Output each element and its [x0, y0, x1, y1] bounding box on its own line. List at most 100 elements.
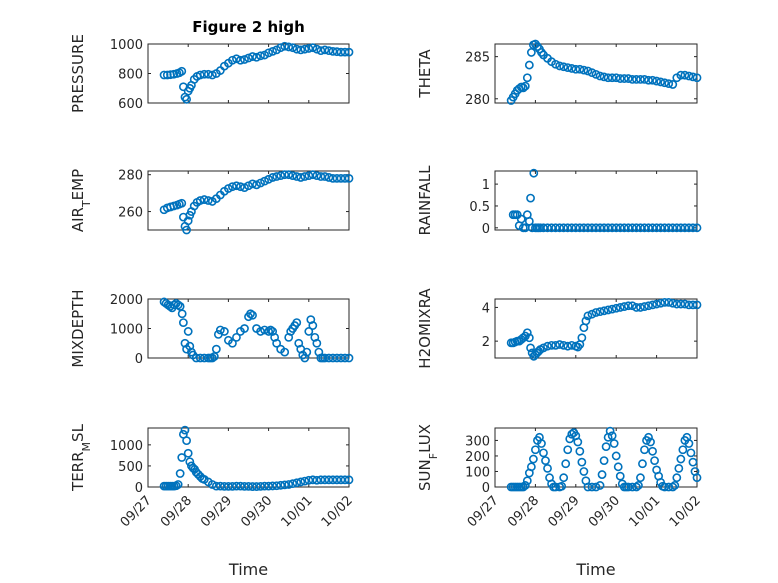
- data-point: [268, 46, 278, 56]
- y-axis-label: AIRTEMP: [69, 169, 93, 232]
- data-point: [228, 481, 237, 491]
- data-point: [597, 470, 607, 479]
- data-point: [640, 445, 649, 455]
- data-point: [670, 481, 680, 490]
- data-point: [518, 482, 528, 492]
- data-point: [276, 43, 286, 53]
- data-point: [543, 341, 552, 351]
- y-tick-label: 2: [482, 335, 490, 350]
- data-point: [605, 426, 615, 436]
- data-point: [688, 223, 698, 233]
- data-point: [288, 479, 298, 489]
- data-point: [264, 327, 273, 336]
- data-point: [272, 338, 282, 348]
- data-point: [619, 74, 629, 83]
- y-tick-label: 2000: [110, 293, 143, 308]
- data-point: [599, 223, 609, 233]
- data-point: [180, 425, 190, 435]
- data-point: [207, 480, 217, 489]
- data-point: [185, 341, 195, 351]
- data-point: [543, 223, 552, 233]
- data-point: [652, 223, 661, 233]
- data-point: [632, 223, 641, 233]
- data-point: [528, 454, 538, 464]
- data-point: [300, 172, 310, 181]
- x-tick-label: 10/01: [279, 493, 316, 530]
- data-point: [656, 298, 666, 308]
- data-point: [256, 51, 265, 61]
- data-point: [688, 300, 698, 310]
- data-point: [563, 63, 573, 72]
- y-tick-label: 1000: [110, 38, 143, 53]
- data-point: [522, 328, 532, 338]
- y-axis-label: MIXDEPTH: [69, 289, 87, 367]
- data-point: [308, 475, 318, 485]
- data-point: [304, 327, 314, 336]
- data-point: [660, 78, 670, 88]
- data-point: [686, 448, 696, 458]
- data-point: [308, 43, 318, 53]
- x-tick-label: 09/27: [465, 493, 502, 530]
- data-point: [636, 223, 645, 233]
- data-point: [316, 172, 326, 181]
- x-tick-label: 10/01: [626, 493, 663, 530]
- data-point: [240, 324, 249, 333]
- data-point: [567, 64, 577, 73]
- y-tick-label: 1000: [110, 439, 143, 454]
- y-axis-label: H2OMIXRA: [416, 288, 434, 369]
- data-point: [182, 94, 191, 104]
- data-point: [332, 173, 342, 183]
- data-point: [522, 73, 532, 83]
- data-point: [547, 223, 556, 233]
- y-tick-label: 600: [118, 97, 143, 112]
- data-point: [340, 47, 350, 57]
- data-point: [288, 171, 298, 181]
- data-point: [300, 476, 310, 486]
- data-point: [547, 340, 556, 350]
- data-point: [561, 459, 571, 469]
- data-point: [603, 223, 613, 233]
- data-point: [668, 298, 678, 308]
- chart-title: Figure 2 high: [192, 18, 305, 36]
- data-point: [575, 446, 585, 456]
- data-point: [537, 439, 546, 448]
- data-point: [636, 303, 645, 312]
- data-point: [304, 44, 314, 53]
- data-point: [531, 445, 540, 455]
- data-point: [520, 481, 530, 490]
- data-point: [619, 223, 629, 233]
- data-point: [232, 54, 241, 64]
- data-point: [304, 475, 314, 485]
- data-point: [211, 481, 221, 491]
- data-point: [236, 55, 245, 65]
- data-point: [591, 308, 601, 317]
- data-point: [203, 196, 213, 205]
- data-point: [674, 463, 684, 473]
- data-point: [644, 432, 653, 442]
- data-point: [280, 41, 290, 51]
- data-point: [280, 347, 290, 357]
- data-point: [672, 223, 682, 233]
- data-point: [581, 316, 591, 326]
- axes-5: 0 1000 2000 MIXDEPTH: [69, 289, 354, 368]
- data-point: [332, 475, 342, 485]
- data-point: [607, 223, 617, 233]
- data-point: [555, 61, 565, 71]
- data-point: [627, 301, 637, 311]
- data-point: [191, 353, 201, 363]
- data-point: [292, 318, 302, 327]
- data-point: [296, 45, 306, 55]
- data-point: [571, 223, 581, 233]
- data-point: [324, 353, 334, 363]
- data-point: [692, 223, 702, 233]
- data-point: [328, 353, 338, 363]
- data-point: [676, 454, 686, 464]
- y-tick-label: 4: [482, 301, 490, 316]
- data-point: [615, 303, 625, 312]
- data-point: [272, 481, 282, 491]
- data-point: [680, 223, 690, 233]
- data-point: [260, 325, 269, 335]
- data-point: [336, 353, 346, 363]
- y-axis-label: THETA: [416, 49, 434, 99]
- data-point: [529, 168, 539, 178]
